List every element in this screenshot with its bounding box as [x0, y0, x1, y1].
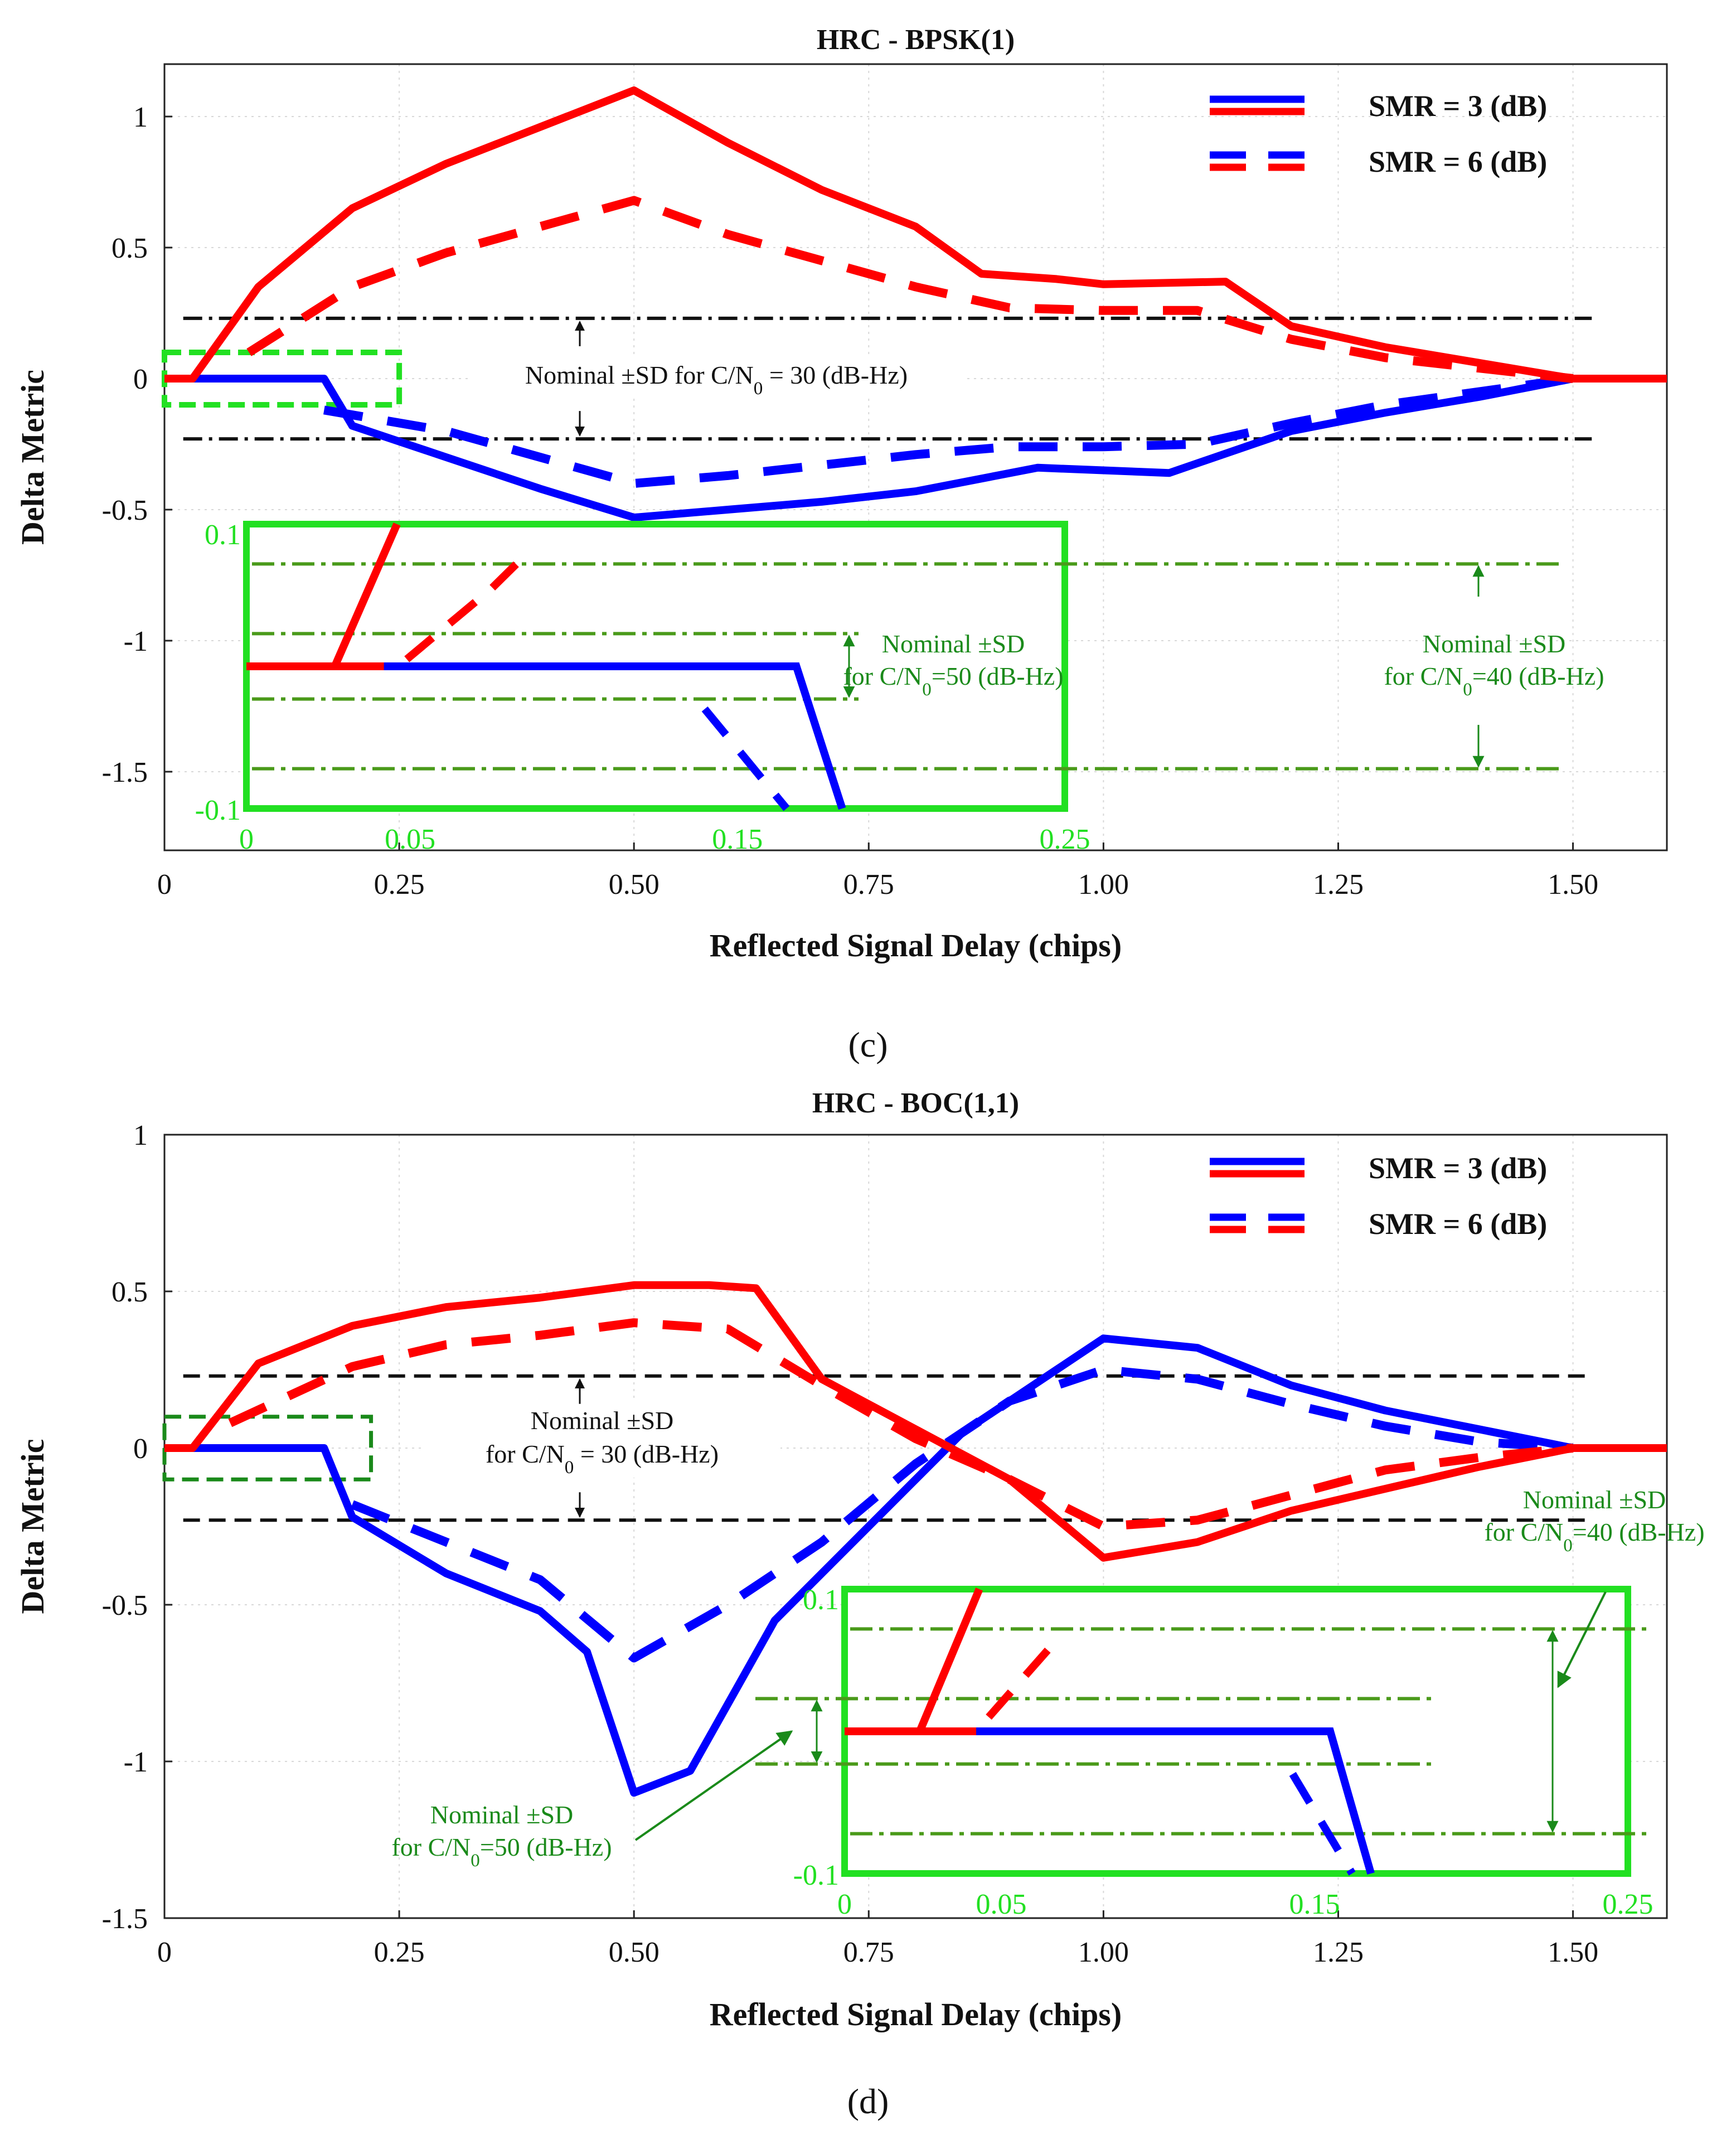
inset-x-tick-label: 0.25	[1603, 1889, 1653, 1920]
x-tick-label: 0.50	[609, 869, 660, 901]
x-tick-label: 1.25	[1313, 1937, 1364, 1968]
x-tick-label: 1.25	[1313, 869, 1364, 901]
annotation-sd-40-line2: for C/N0=40 (dB-Hz)	[1384, 662, 1604, 700]
y-tick-label: 0	[133, 1433, 148, 1465]
series-line-3	[350, 1365, 1574, 1663]
inset-x-tick-label: 0.15	[712, 824, 763, 855]
y-tick-label: 1	[133, 101, 148, 133]
annotation-sd-30: Nominal ±SD for C/N0 = 30 (dB-Hz)	[525, 361, 908, 399]
annotation-sd-40-line1: Nominal ±SD	[1423, 630, 1566, 658]
plot-frame	[163, 1134, 1668, 1919]
series-line-2	[164, 1334, 1667, 1797]
x-tick-label: 0.75	[843, 869, 894, 901]
inset-x-tick-label: 0	[837, 1889, 852, 1920]
annotation-sd-30-line1: Nominal ±SD	[531, 1406, 674, 1435]
inset-y-tick-label: -0.1	[793, 1860, 839, 1891]
plot-frame	[163, 63, 1668, 851]
inset-series-blue-solid	[845, 1727, 1375, 1875]
annotation-sd-50-line2: for C/N0=50 (dB-Hz)	[391, 1833, 612, 1871]
x-axis-label: Reflected Signal Delay (chips)	[710, 927, 1122, 964]
annotation-sd-50-line1: Nominal ±SD	[882, 630, 1025, 658]
annotation-sd-50-line1: Nominal ±SD	[430, 1800, 574, 1829]
inset-series-blue-dashed	[701, 706, 790, 811]
x-tick-label: 1.00	[1078, 869, 1129, 901]
inset-y-tick-label: 0.1	[803, 1584, 839, 1616]
series-line-1	[228, 1318, 1574, 1531]
inset-sd50-pointer	[634, 1730, 793, 1841]
chart-panel-d: 0 0.25 0.50 0.75 1.00 1.25 1.5010.50-0.5-1-1.5…	[14, 1087, 1705, 2121]
inset-x-tick-label: 0	[239, 824, 254, 855]
legend-label-smr3: SMR = 3 (dB)	[1369, 89, 1547, 123]
figure-caption: (d)	[847, 2081, 889, 2121]
y-tick-label: -1	[124, 626, 148, 657]
x-tick-label: 0.25	[374, 869, 425, 901]
x-tick-label: 0.50	[609, 1937, 660, 1968]
y-tick-label: -1.5	[102, 757, 148, 788]
annotation-sd-30-line2: for C/N0 = 30 (dB-Hz)	[486, 1440, 719, 1478]
inset-series-blue-solid	[246, 662, 846, 810]
inset-x-tick-label: 0.25	[1040, 824, 1090, 855]
inset-panel: 0 0.05 0.15 0.25 0.1 -0.1 Nominal ±SD for C/N0=…	[391, 1485, 1704, 1920]
legend-label-smr6: SMR = 6 (dB)	[1369, 1207, 1547, 1241]
series-line-0	[164, 1281, 1667, 1562]
inset-panel: 0 0.05 0.15 0.25 0.1 -0.1 Nominal ±SD for C/N0=…	[195, 519, 1604, 855]
x-tick-label: 0	[157, 869, 172, 901]
figure-caption: (c)	[848, 1025, 888, 1064]
x-tick-label: 1.50	[1548, 1937, 1598, 1968]
series-line-1	[246, 196, 1574, 383]
x-axis-label: Reflected Signal Delay (chips)	[710, 1996, 1122, 2032]
annotation-bg	[468, 355, 964, 395]
inset-y-tick-label: 0.1	[205, 519, 241, 551]
legend-label-smr3: SMR = 3 (dB)	[1369, 1151, 1547, 1185]
y-axis-label: Delta Metric	[14, 370, 51, 545]
annotation-sd-50-line2: for C/N0=50 (dB-Hz)	[843, 662, 1063, 700]
y-axis-label: Delta Metric	[14, 1439, 51, 1614]
inset-y-tick-label: -0.1	[195, 795, 241, 826]
chart-title: HRC - BPSK(1)	[817, 24, 1015, 56]
x-tick-label: 0	[157, 1937, 172, 1968]
y-tick-label: -0.5	[102, 1590, 148, 1621]
inset-x-tick-label: 0.05	[385, 824, 435, 855]
inset-series-red-dashed	[986, 1643, 1055, 1720]
annotation-sd-40-line2: for C/N0=40 (dB-Hz)	[1484, 1518, 1704, 1556]
annotation-sd-40-line1: Nominal ±SD	[1523, 1485, 1666, 1514]
legend-label-smr6: SMR = 6 (dB)	[1369, 145, 1547, 178]
x-tick-label: 1.00	[1078, 1937, 1129, 1968]
x-tick-label: 0.25	[374, 1937, 425, 1968]
y-tick-label: -1	[124, 1746, 148, 1778]
inset-series-blue-dashed	[1289, 1771, 1356, 1876]
chart-title: HRC - BOC(1,1)	[812, 1087, 1019, 1119]
y-tick-label: 0.5	[111, 233, 148, 264]
y-tick-label: 1	[133, 1120, 148, 1151]
series-line-0	[164, 86, 1667, 383]
inset-series-red-dashed	[404, 550, 531, 662]
inset-x-tick-label: 0.15	[1289, 1889, 1340, 1920]
x-tick-label: 1.50	[1548, 869, 1598, 901]
y-tick-label: 0	[133, 364, 148, 395]
y-tick-label: -0.5	[102, 495, 148, 526]
y-tick-label: -1.5	[102, 1903, 148, 1935]
chart-panel-c: 0 0.25 0.50 0.75 1.00 1.25 1.5010.50-0.5-1-1.5…	[14, 24, 1668, 1064]
y-tick-label: 0.5	[111, 1276, 148, 1308]
inset-sd40-pointer	[1557, 1591, 1607, 1688]
series-line-2	[164, 375, 1667, 522]
inset-x-tick-label: 0.05	[976, 1889, 1027, 1920]
x-tick-label: 0.75	[843, 1937, 894, 1968]
annotation-bg	[424, 1400, 780, 1478]
series-line-3	[323, 374, 1574, 488]
